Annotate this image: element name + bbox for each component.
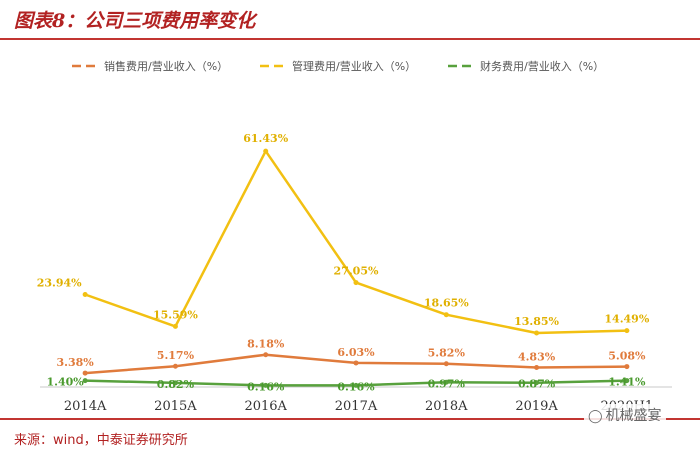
data-point-0-1 xyxy=(172,363,178,369)
figure-title: 图表8：公司三项费用率变化 xyxy=(14,10,256,32)
x-tick-label-4: 2018A xyxy=(425,399,468,414)
line-chart: 销售费用/营业收入（%） 管理费用/营业收入（%） 财务费用/营业收入（%） 2014… xyxy=(37,59,672,414)
data-label-2-4: 0.97% xyxy=(428,377,466,390)
source-note: 来源：wind，中泰证券研究所 xyxy=(14,433,188,448)
data-point-1-3 xyxy=(353,280,359,286)
data-label-1-0: 23.94% xyxy=(37,276,82,289)
wechat-icon: ◯ xyxy=(588,409,603,424)
data-label-0-6: 5.08% xyxy=(608,350,646,363)
data-label-1-5: 13.85% xyxy=(514,315,559,328)
data-point-0-6 xyxy=(624,364,630,370)
x-tick-label-5: 2019A xyxy=(515,399,558,414)
series-line-1 xyxy=(84,149,627,335)
x-tick-label-3: 2017A xyxy=(335,399,378,414)
watermark: ◯ 机械盛宴 xyxy=(584,404,666,426)
data-label-0-5: 4.83% xyxy=(518,351,556,364)
data-label-2-5: 0.87% xyxy=(518,378,556,391)
data-label-0-4: 5.82% xyxy=(428,347,466,360)
data-point-1-0 xyxy=(82,291,88,297)
data-label-2-1: 0.82% xyxy=(157,378,195,391)
data-label-2-6: 1.41% xyxy=(608,376,646,389)
data-point-0-2 xyxy=(263,352,269,358)
data-point-1-6 xyxy=(624,328,630,334)
data-label-2-0: 1.40% xyxy=(47,376,85,389)
data-point-2-3 xyxy=(353,382,359,388)
data-point-2-1 xyxy=(172,380,178,386)
data-point-2-2 xyxy=(263,382,269,388)
data-label-2-3: 0.16% xyxy=(337,380,375,393)
x-tick-label-1: 2015A xyxy=(154,399,197,414)
data-point-0-0 xyxy=(82,370,88,376)
legend-label-0: 销售费用/营业收入（%） xyxy=(104,59,228,73)
watermark-text: 机械盛宴 xyxy=(605,408,662,424)
data-label-0-3: 6.03% xyxy=(337,346,375,359)
legend-label-2: 财务费用/营业收入（%） xyxy=(480,59,604,73)
data-point-0-3 xyxy=(353,360,359,366)
data-label-1-3: 27.05% xyxy=(334,265,379,278)
x-tick-label-2: 2016A xyxy=(244,399,287,414)
data-point-2-4 xyxy=(443,379,449,385)
data-point-2-0 xyxy=(82,378,88,384)
data-label-0-2: 8.18% xyxy=(247,338,285,351)
data-label-1-2: 61.43% xyxy=(243,132,288,145)
data-label-1-4: 18.65% xyxy=(424,297,469,310)
data-label-1-6: 14.49% xyxy=(604,313,649,326)
data-label-2-2: 0.16% xyxy=(247,380,285,393)
legend-label-1: 管理费用/营业收入（%） xyxy=(292,59,416,73)
data-label-0-1: 5.17% xyxy=(157,349,195,362)
data-point-0-4 xyxy=(443,361,449,367)
data-point-2-6 xyxy=(624,378,630,384)
data-label-0-0: 3.38% xyxy=(57,356,95,369)
data-point-1-2 xyxy=(263,148,269,154)
data-point-0-5 xyxy=(534,365,540,371)
data-label-1-1: 15.59% xyxy=(153,308,198,321)
data-point-1-4 xyxy=(443,312,449,318)
figure-footer: 来源：wind，中泰证券研究所 xyxy=(0,418,700,452)
data-point-2-5 xyxy=(534,380,540,386)
figure-header: 图表8：公司三项费用率变化 xyxy=(0,0,700,40)
x-tick-label-0: 2014A xyxy=(64,399,107,414)
data-point-1-1 xyxy=(172,323,178,329)
data-point-1-5 xyxy=(534,330,540,336)
